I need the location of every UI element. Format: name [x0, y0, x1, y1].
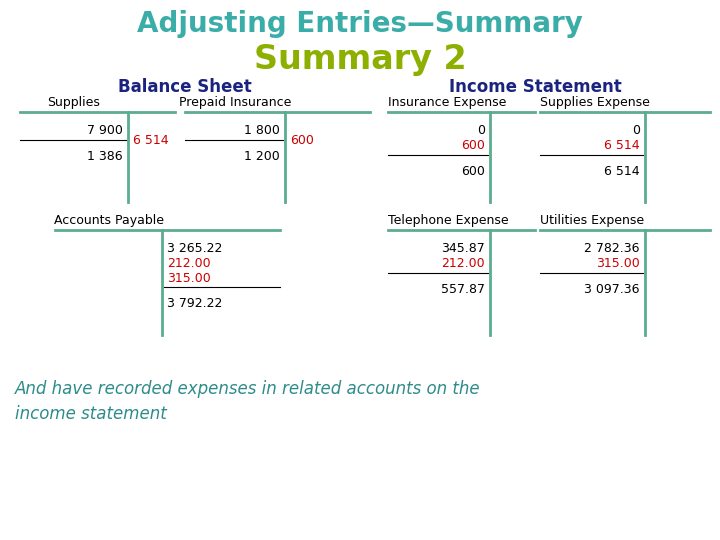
- Text: Telephone Expense: Telephone Expense: [388, 214, 508, 227]
- Text: 557.87: 557.87: [441, 283, 485, 296]
- Text: 315.00: 315.00: [167, 272, 211, 285]
- Text: Balance Sheet: Balance Sheet: [118, 78, 252, 96]
- Text: 3 097.36: 3 097.36: [585, 283, 640, 296]
- Text: Insurance Expense: Insurance Expense: [388, 96, 506, 109]
- Text: Summary 2: Summary 2: [253, 43, 467, 76]
- Text: 1 200: 1 200: [244, 150, 280, 163]
- Text: Prepaid Insurance: Prepaid Insurance: [179, 96, 291, 109]
- Text: 0: 0: [477, 124, 485, 137]
- Text: Supplies Expense: Supplies Expense: [540, 96, 650, 109]
- Text: 600: 600: [461, 165, 485, 178]
- Text: 6 514: 6 514: [604, 139, 640, 152]
- Text: 345.87: 345.87: [441, 242, 485, 255]
- Text: 1 800: 1 800: [244, 124, 280, 137]
- Text: 600: 600: [461, 139, 485, 152]
- Text: Utilities Expense: Utilities Expense: [540, 214, 644, 227]
- Text: 315.00: 315.00: [596, 257, 640, 270]
- Text: 6 514: 6 514: [133, 134, 168, 147]
- Text: Adjusting Entries—Summary: Adjusting Entries—Summary: [137, 10, 583, 38]
- Text: 2 782.36: 2 782.36: [585, 242, 640, 255]
- Text: 600: 600: [290, 134, 314, 147]
- Text: 3 792.22: 3 792.22: [167, 297, 222, 310]
- Text: 1 386: 1 386: [87, 150, 123, 163]
- Text: 7 900: 7 900: [87, 124, 123, 137]
- Text: Income Statement: Income Statement: [449, 78, 621, 96]
- Text: 212.00: 212.00: [441, 257, 485, 270]
- Text: And have recorded expenses in related accounts on the
income statement: And have recorded expenses in related ac…: [15, 380, 481, 423]
- Text: 6 514: 6 514: [604, 165, 640, 178]
- Text: 212.00: 212.00: [167, 257, 211, 270]
- Text: 0: 0: [632, 124, 640, 137]
- Text: 3 265.22: 3 265.22: [167, 242, 222, 255]
- Text: Accounts Payable: Accounts Payable: [53, 214, 163, 227]
- Text: Supplies: Supplies: [48, 96, 100, 109]
